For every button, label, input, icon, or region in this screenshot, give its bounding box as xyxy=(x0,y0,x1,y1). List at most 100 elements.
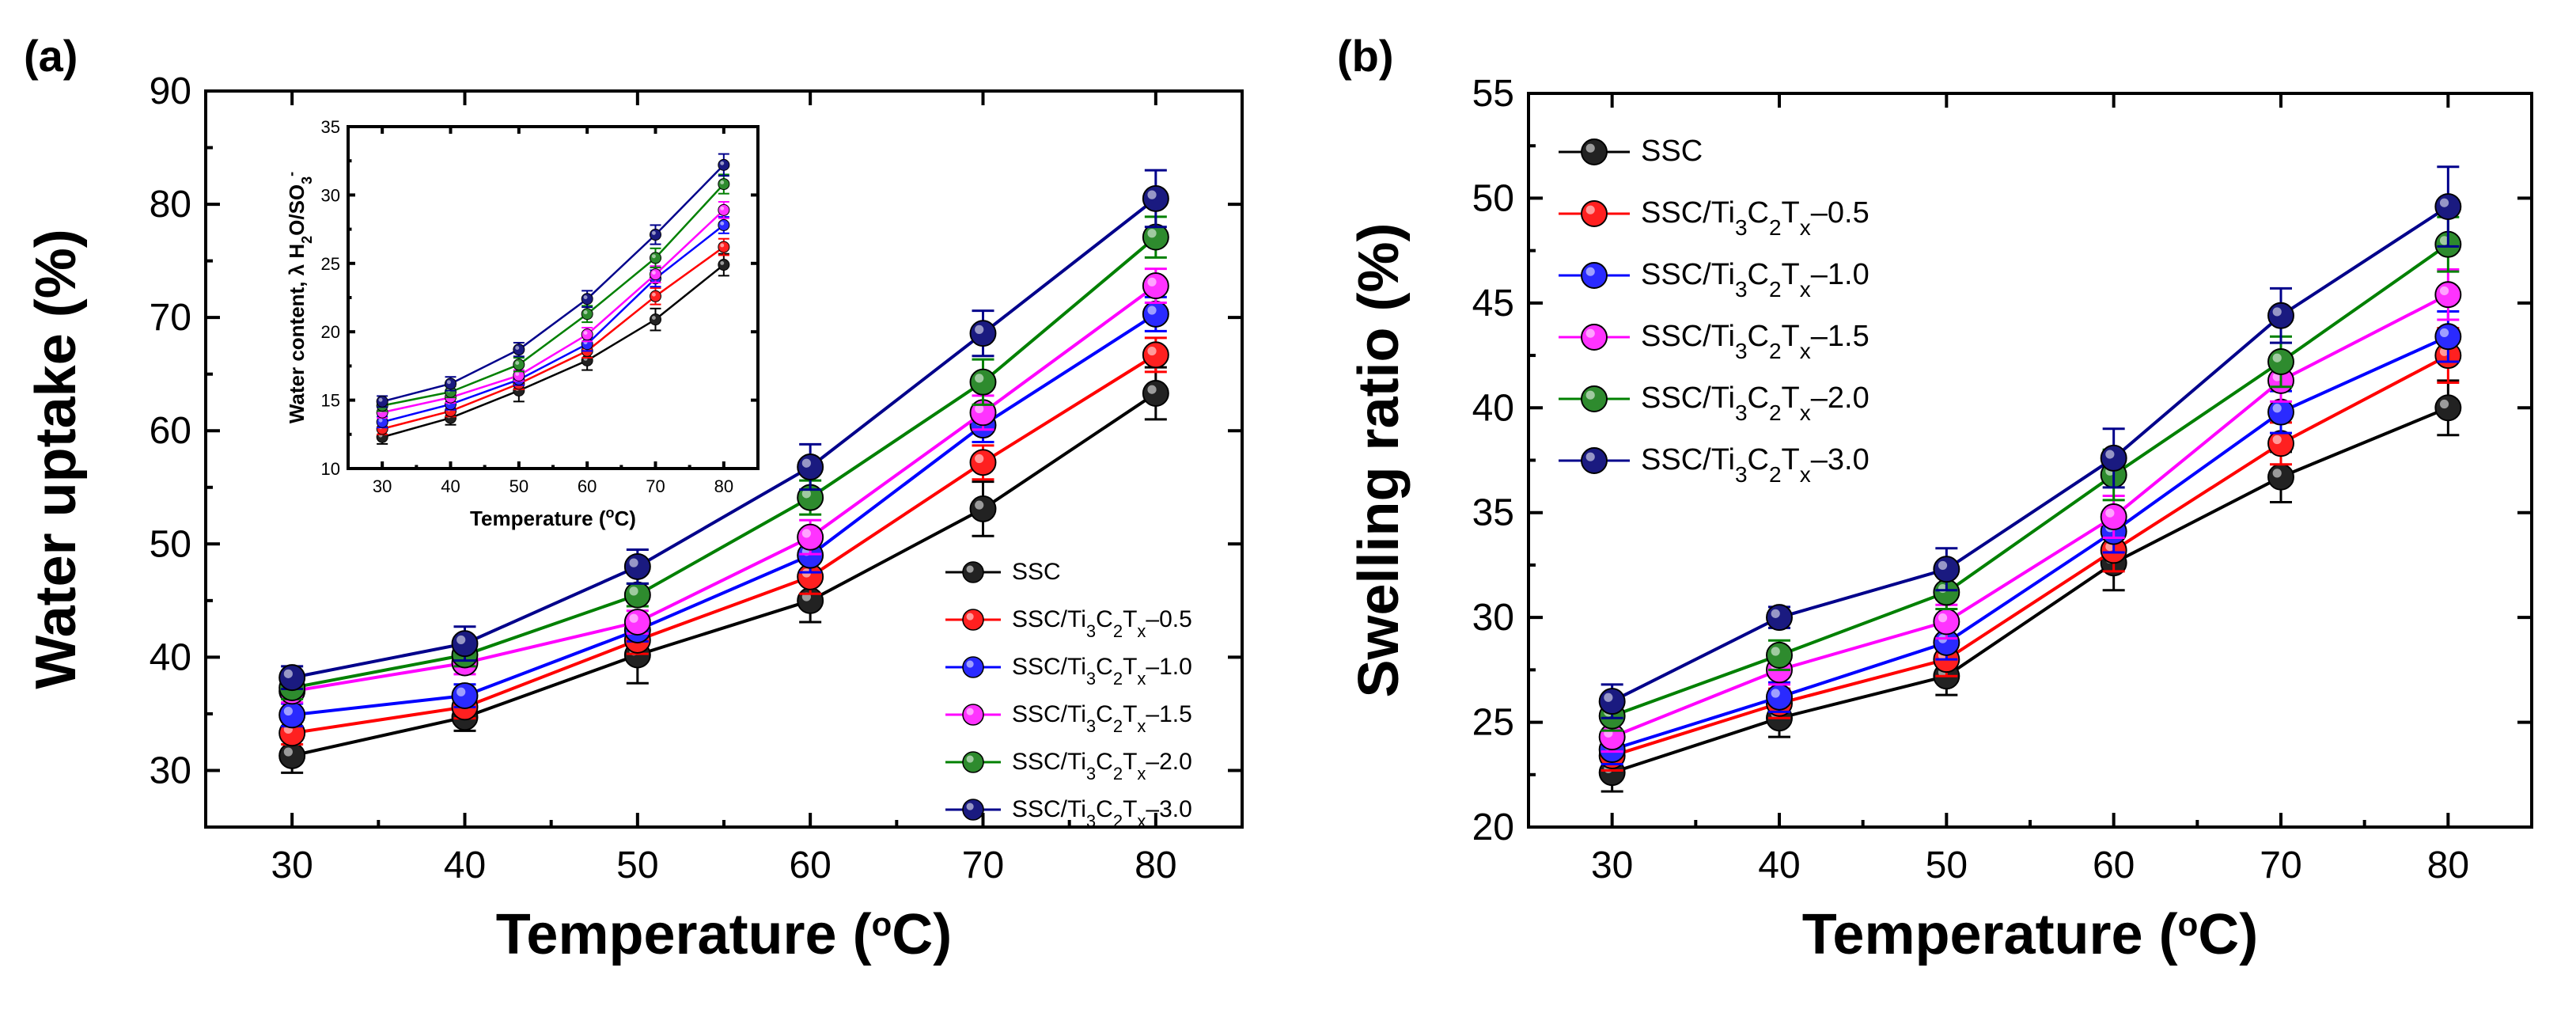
a-x-tick-label: 30 xyxy=(271,844,313,886)
panel-a-legend: SSC SSC/Ti3C2Tx–0.5 SSC/Ti3C2Tx–1.0 SSC/Ti3… xyxy=(945,559,1192,831)
b-y-tick-label: 30 xyxy=(1472,597,1514,639)
a-inset-series-ssc xyxy=(376,252,730,445)
a-point-t05 xyxy=(969,449,997,476)
a-y-tick-label: 30 xyxy=(150,749,191,791)
b-point-t30 xyxy=(1598,688,1626,715)
panel-b-label: (b) xyxy=(1337,31,1394,81)
b-legend-label: SSC/Ti3C2Tx–3.0 xyxy=(1641,443,1869,487)
a-point-t05 xyxy=(1142,341,1169,369)
a-point-t15 xyxy=(969,399,997,427)
b-legend-marker xyxy=(1581,200,1608,227)
a-x-axis-title: Temperature (oC) xyxy=(496,903,952,966)
a-inset-point-t15 xyxy=(650,268,661,281)
a-legend-label: SSC/Ti3C2Tx–0.5 xyxy=(1012,606,1192,641)
b-legend-item-t30: SSC/Ti3C2Tx–3.0 xyxy=(1559,443,1869,487)
a-inset-x-tick-label: 60 xyxy=(578,476,597,496)
a-inset-point-t20 xyxy=(650,252,661,264)
a-inset-series-t30 xyxy=(376,153,730,408)
a-inset-point-t20 xyxy=(581,308,593,321)
b-y-tick-label: 40 xyxy=(1472,387,1514,429)
a-inset-line-t30 xyxy=(381,164,725,403)
b-x-tick-label: 60 xyxy=(2093,844,2135,886)
a-inset-line-t20 xyxy=(381,183,725,407)
b-line-t15 xyxy=(1611,293,2449,738)
b-point-t20 xyxy=(1766,641,1793,669)
b-x-tick-label: 30 xyxy=(1591,844,1633,886)
a-legend-marker xyxy=(962,799,984,821)
a-y-axis-title: Water uptake (%) xyxy=(25,229,88,689)
b-point-t20 xyxy=(2267,348,2294,375)
a-y-tick-label: 60 xyxy=(150,410,191,452)
a-inset-point-t30 xyxy=(376,395,388,408)
a-legend-item-t20: SSC/Ti3C2Tx–2.0 xyxy=(945,749,1192,784)
b-point-t30 xyxy=(2434,193,2462,220)
a-point-t20 xyxy=(1142,223,1169,251)
b-line-t10 xyxy=(1612,335,2449,751)
panel-a-inset: 30 40 50 60 70 80 10 15 20 25 30 35 Temperature (oC)… xyxy=(283,117,760,530)
b-legend-item-t10: SSC/Ti3C2Tx–1.0 xyxy=(1559,258,1869,302)
a-point-t15 xyxy=(623,609,651,636)
a-inset-point-t30 xyxy=(513,343,525,356)
a-inset-point-t20 xyxy=(718,178,730,191)
a-inset-point-ssc xyxy=(650,313,661,326)
a-inset-plot-frame xyxy=(347,125,760,470)
b-point-t05 xyxy=(2267,430,2294,457)
panel-a-water-uptake: (a) SSCSSC/Ti3C2Tx–0.5SSC/Ti3C2Tx–1.0SSC… xyxy=(24,31,1244,966)
a-inset-y-tick-label: 30 xyxy=(321,185,340,205)
a-point-t30 xyxy=(623,552,651,580)
b-legend-label: SSC/Ti3C2Tx–1.5 xyxy=(1641,320,1869,363)
a-inset-point-t30 xyxy=(718,158,730,171)
a-legend-marker xyxy=(962,656,984,678)
a-legend-label: SSC xyxy=(1012,559,1061,585)
b-y-tick-label: 45 xyxy=(1472,283,1514,324)
b-y-tick-label: 20 xyxy=(1472,806,1514,848)
a-point-t15 xyxy=(1142,272,1169,300)
a-inset-y-tick-label: 35 xyxy=(321,117,340,137)
a-x-tick-label: 60 xyxy=(789,844,831,886)
a-inset-point-ssc xyxy=(718,259,730,271)
a-line-t10 xyxy=(291,313,1157,717)
b-x-axis-title: Temperature (oC) xyxy=(1802,903,2258,966)
panel-a-label: (a) xyxy=(24,31,78,81)
a-line-t05 xyxy=(291,353,1157,735)
b-point-t10 xyxy=(2267,398,2294,426)
a-point-t10 xyxy=(278,701,306,729)
a-point-t20 xyxy=(623,581,651,609)
a-point-t30 xyxy=(1142,184,1169,212)
a-inset-x-tick-label: 30 xyxy=(373,476,392,496)
b-x-tick-label: 50 xyxy=(1926,844,1968,886)
a-legend-marker xyxy=(962,751,984,773)
a-x-tick-label: 50 xyxy=(616,844,658,886)
a-inset-point-t30 xyxy=(650,229,661,241)
b-point-t30 xyxy=(2267,302,2294,329)
b-series-t15 xyxy=(1598,268,2462,753)
a-y-tick-label: 50 xyxy=(150,523,191,565)
b-y-tick-label: 50 xyxy=(1472,177,1514,219)
a-inset-y-tick-label: 20 xyxy=(321,322,340,342)
b-point-t30 xyxy=(1933,556,1960,583)
a-legend-marker xyxy=(962,704,984,726)
b-point-t30 xyxy=(1766,604,1793,632)
a-legend-label: SSC/Ti3C2Tx–3.0 xyxy=(1012,796,1192,831)
b-legend-label: SSC/Ti3C2Tx–0.5 xyxy=(1641,196,1869,240)
a-inset-line-t15 xyxy=(381,209,725,414)
b-line-t05 xyxy=(1612,354,2449,757)
b-legend-item-ssc: SSC xyxy=(1559,135,1703,168)
b-series-t10 xyxy=(1598,309,2462,766)
a-y-tick-label: 70 xyxy=(150,297,191,339)
b-series-t20 xyxy=(1598,215,2462,732)
b-point-ssc xyxy=(2434,394,2462,422)
panel-b-legend: SSC SSC/Ti3C2Tx–0.5 SSC/Ti3C2Tx–1.0 SSC/Ti3… xyxy=(1559,135,1869,487)
a-inset-line-ssc xyxy=(381,264,725,438)
a-point-t30 xyxy=(969,320,997,347)
a-inset-point-t05 xyxy=(718,241,730,253)
b-legend-label: SSC/Ti3C2Tx–2.0 xyxy=(1641,381,1869,425)
a-inset-point-t15 xyxy=(718,203,730,216)
a-inset-x-tick-label: 50 xyxy=(510,476,528,496)
b-line-ssc xyxy=(1612,406,2449,775)
b-x-tick-label: 40 xyxy=(1758,844,1800,886)
a-line-ssc xyxy=(291,392,1157,757)
a-point-t05 xyxy=(797,563,824,590)
b-y-tick-label: 55 xyxy=(1472,73,1514,115)
a-legend-label: SSC/Ti3C2Tx–1.0 xyxy=(1012,654,1192,689)
